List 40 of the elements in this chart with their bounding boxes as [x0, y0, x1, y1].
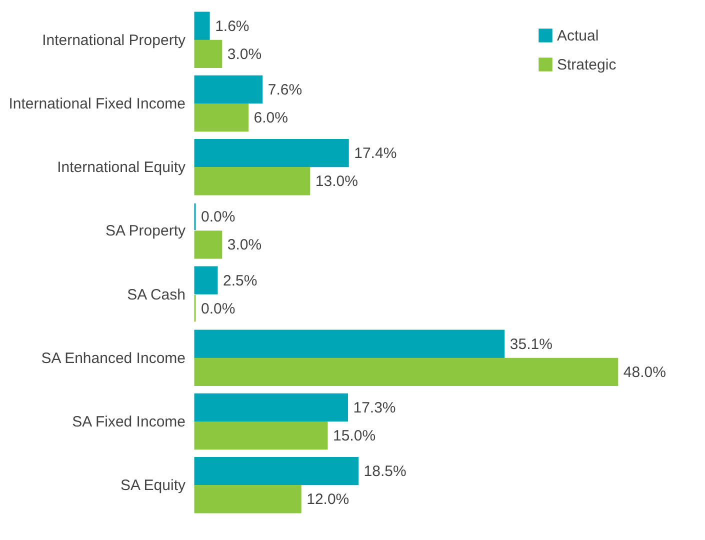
data-label: 15.0% [333, 428, 376, 445]
bar [194, 103, 249, 132]
data-label: 3.0% [227, 46, 262, 63]
bar [194, 167, 310, 196]
legend-label: Actual [557, 28, 599, 44]
y-tick-label: International Equity [57, 159, 186, 176]
data-label: 0.0% [201, 208, 236, 226]
data-label: 12.0% [306, 491, 350, 508]
data-label: 35.1% [510, 336, 552, 353]
data-label: 48.0% [623, 364, 666, 381]
y-tick-label: SA Property [105, 222, 186, 240]
data-label: 2.5% [223, 272, 258, 290]
bar [194, 393, 348, 422]
bar [194, 12, 210, 40]
bar [194, 358, 618, 386]
y-tick-label: International Property [42, 32, 186, 49]
data-label: 17.4% [354, 145, 397, 162]
legend-label: Strategic [557, 56, 617, 74]
y-tick-label: SA Cash [127, 286, 186, 304]
bar [194, 266, 218, 294]
y-tick-label: International Fixed Income [8, 95, 186, 112]
data-label: 13.0% [315, 173, 358, 190]
data-label: 1.6% [215, 18, 250, 35]
y-tick-label: SA Equity [120, 477, 186, 494]
bar [194, 457, 359, 486]
bar [194, 330, 505, 358]
bar [194, 230, 222, 259]
data-label: 7.6% [268, 81, 302, 98]
data-label: 3.0% [227, 236, 262, 254]
data-label: 18.5% [364, 463, 406, 480]
bar [194, 40, 222, 68]
data-label: 6.0% [254, 110, 288, 127]
bar [194, 75, 263, 104]
bar [194, 139, 349, 168]
data-label: 17.3% [353, 399, 396, 416]
bar [194, 485, 302, 514]
data-label: 0.0% [201, 300, 236, 318]
bar [194, 421, 328, 450]
y-tick-label: SA Enhanced Income [41, 350, 186, 367]
y-tick-label: SA Fixed Income [72, 414, 186, 431]
